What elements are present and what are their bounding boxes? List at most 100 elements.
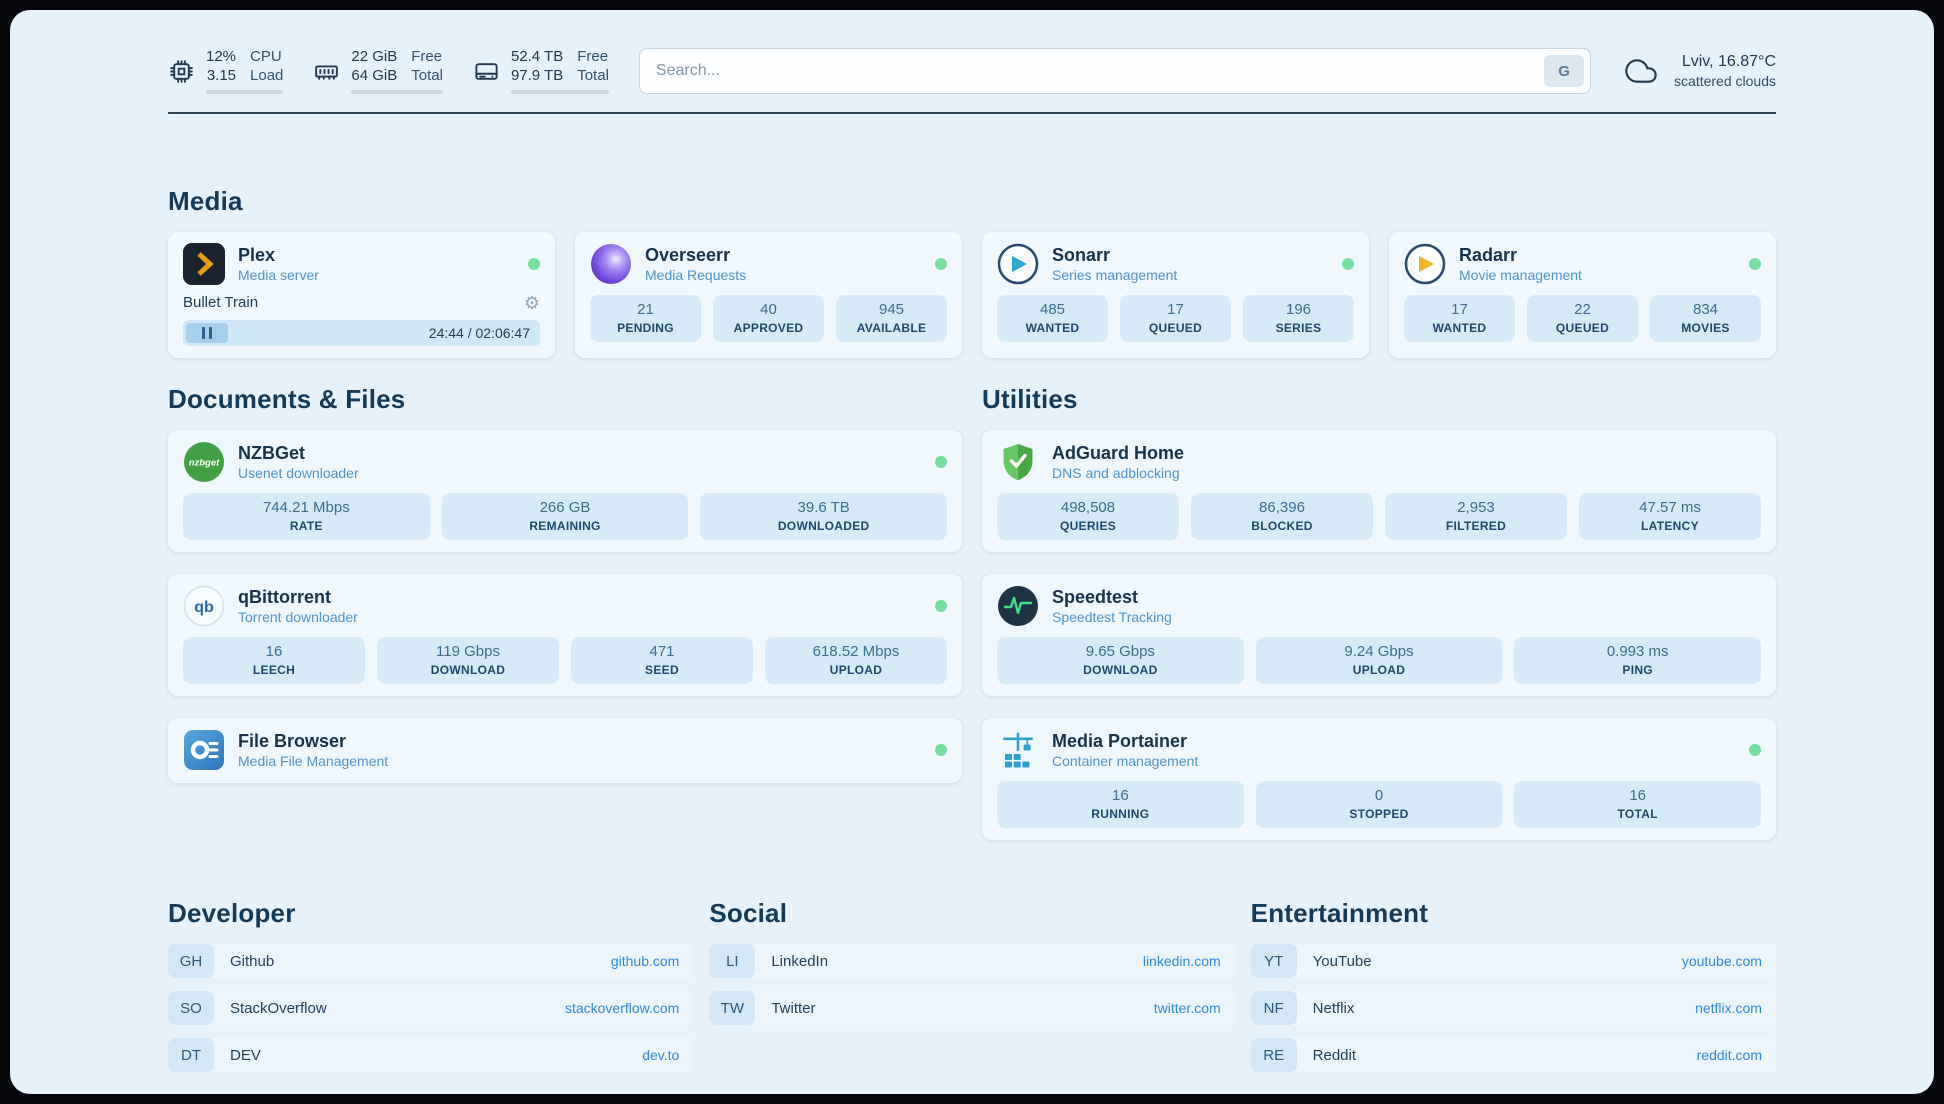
disk-free-value: 52.4 TB	[510, 48, 564, 65]
stat-label: QUEUED	[1555, 321, 1610, 335]
stat-label: UPLOAD	[829, 663, 883, 677]
cpu-usage-value: 12%	[206, 48, 237, 65]
disk-icon	[473, 58, 500, 85]
nzbget-card[interactable]: nzbget NZBGet Usenet downloader 744.21 M…	[168, 430, 962, 552]
memory-free-label: Free	[411, 48, 443, 65]
bookmark-url[interactable]: stackoverflow.com	[564, 1000, 680, 1016]
stat-label: SEED	[645, 663, 679, 677]
bookmark-group-title: Developer	[168, 898, 296, 928]
speedtest-card[interactable]: Speedtest Speedtest Tracking 9.65 Gbps D…	[982, 574, 1776, 696]
section-title-media: Media	[168, 186, 243, 216]
gear-icon: ⚙	[523, 293, 540, 313]
bookmark-url[interactable]: linkedin.com	[1142, 953, 1221, 969]
bookmark-github[interactable]: GH Github github.com	[168, 944, 694, 978]
bookmark-name: StackOverflow	[230, 999, 327, 1017]
search-provider-button[interactable]: G	[1544, 55, 1585, 87]
stat-label: STOPPED	[1349, 807, 1409, 821]
stat-value: 17	[1167, 301, 1184, 318]
cpu-widget: 12% CPU 3.15 Load	[168, 48, 284, 94]
stat-value: 39.6 TB	[797, 499, 850, 516]
cpu-load-value: 3.15	[206, 67, 237, 84]
bookmark-netflix[interactable]: NF Netflix netflix.com	[1250, 991, 1776, 1025]
weather-location: Lviv, 16.87°C	[1681, 53, 1776, 70]
stat-download: 119 Gbps DOWNLOAD	[377, 637, 559, 684]
status-dot	[1749, 258, 1761, 270]
app-name: Radarr	[1459, 244, 1518, 265]
stat-remaining: 266 GB REMAINING	[441, 493, 689, 540]
filebrowser-card[interactable]: File Browser Media File Management	[168, 718, 962, 783]
stat-filtered: 2,953 FILTERED	[1385, 493, 1567, 540]
dashboard: 12% CPU 3.15 Load 22 Gi	[10, 10, 1934, 1094]
stat-seed: 471 SEED	[571, 637, 753, 684]
overseerr-card[interactable]: Overseerr Media Requests 21 PENDING 40 A…	[575, 232, 962, 358]
stat-label: DOWNLOAD	[1083, 663, 1158, 677]
stat-label: WANTED	[1432, 321, 1487, 335]
portainer-card[interactable]: Media Portainer Container management 16 …	[982, 718, 1776, 840]
stat-value: 119 Gbps	[436, 643, 500, 660]
bookmark-twitter[interactable]: TW Twitter twitter.com	[709, 991, 1235, 1025]
stat-label: LATENCY	[1641, 519, 1699, 533]
bookmark-stackoverflow[interactable]: SO StackOverflow stackoverflow.com	[168, 991, 694, 1025]
adguard-card[interactable]: AdGuard Home DNS and adblocking 498,508 …	[982, 430, 1776, 552]
stat-label: LEECH	[252, 663, 296, 677]
stat-label: RATE	[289, 519, 323, 533]
app-desc: Usenet downloader	[238, 464, 359, 481]
svg-text:nzbget: nzbget	[189, 458, 220, 469]
search-input[interactable]	[639, 62, 1545, 80]
filebrowser-icon	[183, 729, 225, 771]
bookmark-dev[interactable]: DT DEV dev.to	[168, 1038, 694, 1072]
stat-value: 471	[649, 643, 675, 660]
memory-progress-bar	[351, 90, 443, 94]
stat-label: FILTERED	[1445, 519, 1507, 533]
bookmark-url[interactable]: dev.to	[642, 1047, 680, 1063]
disk-widget: 52.4 TB Free 97.9 TB Total	[473, 48, 609, 94]
stat-label: RUNNING	[1091, 807, 1150, 821]
plex-card[interactable]: Plex Media server Bullet Train ⚙ 24:44 /…	[168, 232, 555, 358]
stat-value: 9.65 Gbps	[1085, 643, 1155, 660]
bookmark-abbr: DT	[168, 1038, 214, 1072]
stat-queued: 22 QUEUED	[1527, 295, 1638, 342]
memory-total-value: 64 GiB	[351, 67, 398, 84]
stat-label: DOWNLOAD	[430, 663, 506, 677]
cloud-icon	[1621, 55, 1661, 87]
stat-rate: 744.21 Mbps RATE	[183, 493, 430, 540]
bookmark-linkedin[interactable]: LI LinkedIn linkedin.com	[709, 944, 1235, 978]
stat-value: 86,396	[1259, 499, 1305, 516]
bookmark-url[interactable]: github.com	[610, 953, 680, 969]
stat-wanted: 485 WANTED	[997, 295, 1108, 342]
bookmark-abbr: GH	[168, 944, 214, 978]
stat-label: AVAILABLE	[856, 321, 927, 335]
weather-condition: scattered clouds	[1674, 73, 1776, 89]
bookmark-reddit[interactable]: RE Reddit reddit.com	[1250, 1038, 1776, 1072]
bookmark-url[interactable]: reddit.com	[1696, 1047, 1762, 1063]
status-dot	[935, 258, 947, 270]
now-playing-widget: Bullet Train ⚙ 24:44 / 02:06:47	[183, 293, 540, 346]
status-dot	[935, 744, 947, 756]
stat-label: SERIES	[1275, 321, 1322, 335]
bookmark-youtube[interactable]: YT YouTube youtube.com	[1250, 944, 1776, 978]
section-title-documents: Documents & Files	[168, 384, 406, 414]
bookmark-group-title: Entertainment	[1250, 898, 1429, 928]
bookmark-url[interactable]: youtube.com	[1681, 953, 1762, 969]
cpu-load-label: Load	[250, 67, 284, 84]
cpu-usage-label: CPU	[250, 48, 282, 65]
now-playing-title: Bullet Train	[183, 294, 259, 311]
portainer-icon	[997, 729, 1039, 771]
stat-running: 16 RUNNING	[997, 781, 1244, 828]
bookmark-url[interactable]: twitter.com	[1153, 1000, 1221, 1016]
sonarr-card[interactable]: Sonarr Series management 485 WANTED 17 Q…	[982, 232, 1369, 358]
stat-label: APPROVED	[733, 321, 804, 335]
bookmark-abbr: SO	[168, 991, 214, 1025]
stat-value: 16	[1629, 787, 1647, 804]
status-dot	[1749, 744, 1761, 756]
app-desc: Container management	[1052, 752, 1199, 769]
stat-blocked: 86,396 BLOCKED	[1191, 493, 1373, 540]
stat-label: MOVIES	[1681, 321, 1730, 335]
stat-label: QUEUED	[1148, 321, 1203, 335]
stat-label: REMAINING	[529, 519, 601, 533]
top-bar: 12% CPU 3.15 Load 22 Gi	[168, 48, 1776, 94]
radarr-card[interactable]: Radarr Movie management 17 WANTED 22 QUE…	[1389, 232, 1776, 358]
bookmark-url[interactable]: netflix.com	[1695, 1000, 1762, 1016]
status-dot	[528, 258, 540, 270]
qbittorrent-card[interactable]: qb qBittorrent Torrent downloader 16 LEE…	[168, 574, 962, 696]
